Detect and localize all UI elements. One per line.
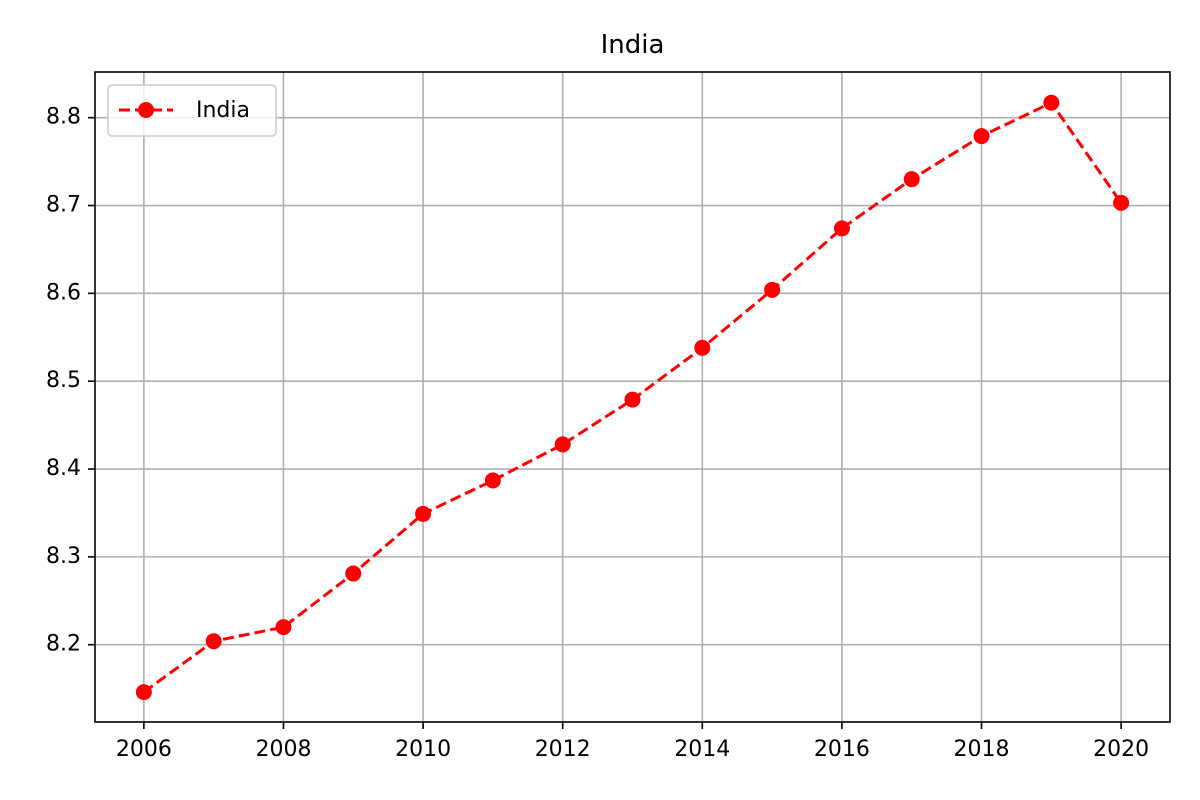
x-tick-label: 2006 xyxy=(116,737,172,762)
data-point xyxy=(275,619,292,636)
legend-marker xyxy=(138,102,154,118)
data-point xyxy=(903,171,920,188)
data-point xyxy=(624,391,641,408)
legend-label: India xyxy=(196,98,250,123)
axis-ticks: 2006 2008 2010 2012 2014 2016 2018 2020 8.2 8.3 8.… xyxy=(46,105,1149,762)
grid-lines xyxy=(95,72,1170,722)
data-point xyxy=(764,281,781,298)
y-tick-label: 8.3 xyxy=(46,544,81,569)
x-tick-label: 2014 xyxy=(674,737,730,762)
data-point xyxy=(1113,194,1130,211)
x-tick-label: 2008 xyxy=(255,737,311,762)
x-tick-label: 2020 xyxy=(1093,737,1149,762)
data-point xyxy=(135,684,152,701)
data-point xyxy=(1043,94,1060,111)
data-point xyxy=(484,472,501,489)
data-point xyxy=(694,339,711,356)
data-point xyxy=(833,220,850,237)
y-tick-label: 8.5 xyxy=(46,368,81,393)
y-tick-label: 8.6 xyxy=(46,280,81,305)
data-point xyxy=(205,633,222,650)
x-tick-label: 2010 xyxy=(395,737,451,762)
legend-box xyxy=(107,84,277,137)
y-tick-label: 8.8 xyxy=(46,105,81,130)
data-point xyxy=(415,505,432,522)
y-tick-label: 8.7 xyxy=(46,193,81,218)
legend: India xyxy=(107,84,277,137)
chart-title: India xyxy=(601,30,665,60)
y-tick-label: 8.4 xyxy=(46,456,81,481)
x-tick-label: 2016 xyxy=(814,737,870,762)
y-tick-label: 8.2 xyxy=(46,632,81,657)
x-tick-label: 2012 xyxy=(535,737,591,762)
plot-frame xyxy=(94,71,1171,723)
data-point xyxy=(973,128,990,145)
series-layer xyxy=(135,94,1130,701)
data-point xyxy=(554,436,571,453)
x-tick-label: 2018 xyxy=(954,737,1010,762)
data-point xyxy=(345,565,362,582)
